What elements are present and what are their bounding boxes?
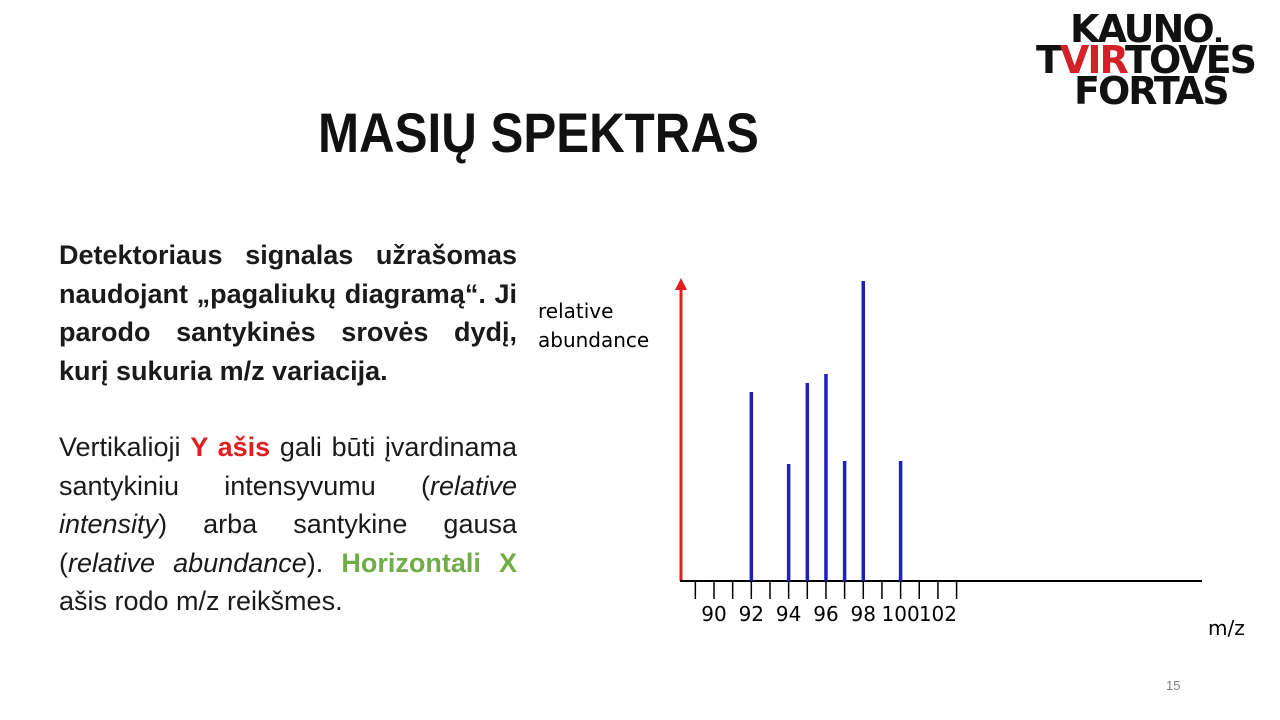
p2-text-3: ) arba santykine gausa ( xyxy=(59,509,517,578)
logo-line-2-suffix: TOVĖS xyxy=(1125,38,1257,82)
slide-title: MASIŲ SPEKTRAS xyxy=(318,101,759,164)
x-tick-label: 96 xyxy=(813,602,838,626)
y-axis-label-line-1: relative xyxy=(538,299,613,323)
y-axis-highlight: Y ašis xyxy=(190,432,271,462)
x-axis-label: m/z xyxy=(1208,616,1245,640)
x-tick-label: 102 xyxy=(919,602,957,626)
x-tick-label: 94 xyxy=(776,602,801,626)
page-number: 15 xyxy=(1166,678,1181,693)
logo: KAUNO TVIRTOVĖS FORTAS xyxy=(1036,7,1268,113)
paragraph-detector-signal: Detektoriaus signalas užrašomas naudojan… xyxy=(59,240,517,386)
y-axis-arrowhead xyxy=(675,278,687,290)
p2-text-1: Vertikalioji xyxy=(59,432,181,462)
p2-text-5: ašis rodo m/z reikšmes. xyxy=(59,586,343,616)
x-tick-label: 92 xyxy=(739,602,764,626)
paragraph-axes: Vertikalioji Y ašis gali būti įvardinama… xyxy=(59,428,517,621)
logo-line-2: TVIRTOVĖS xyxy=(1036,41,1268,79)
mass-spectrum-chart: 90 92 94 96 98 100 102 relative abundance m/z xyxy=(538,278,1245,640)
p2-italic-2: relative abundance xyxy=(68,547,307,578)
logo-line-2-prefix: T xyxy=(1036,38,1062,82)
logo-line-3: FORTAS xyxy=(1074,69,1230,113)
p2-italic-1: relative intensity xyxy=(59,470,517,540)
logo-line-2-accent: VIR xyxy=(1059,38,1127,82)
x-tick-label: 98 xyxy=(851,602,876,626)
y-axis-label-line-2: abundance xyxy=(538,328,649,352)
x-axis-highlight: Horizontali X xyxy=(341,547,517,578)
logo-line-1: KAUNO xyxy=(1070,7,1215,51)
p2-text-4: ). xyxy=(306,547,324,578)
p2-text-2: gali būti įvardinama santykiniu intensyv… xyxy=(59,432,517,501)
x-tick-label: 100 xyxy=(882,602,920,626)
x-tick-label: 90 xyxy=(701,602,726,626)
